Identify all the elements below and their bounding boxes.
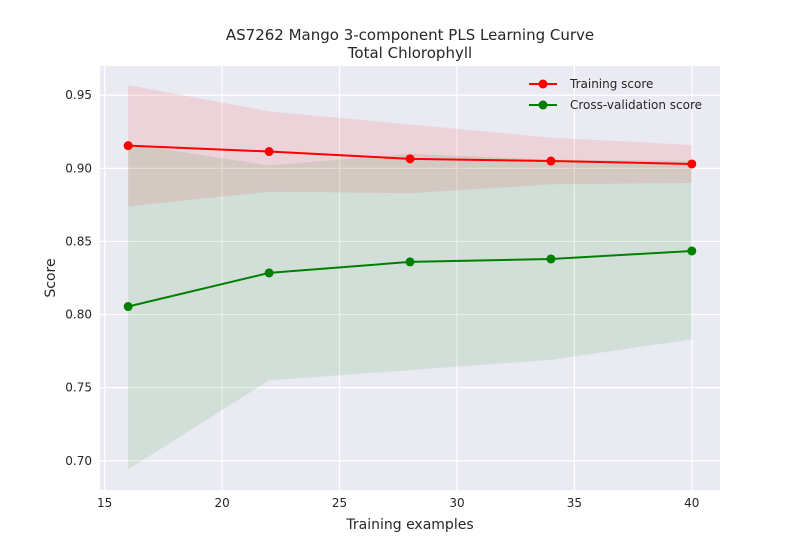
x-tick-label: 15: [97, 496, 112, 510]
point-series-1: [687, 246, 697, 256]
x-tick-label: 25: [332, 496, 347, 510]
legend-label-cv: Cross-validation score: [570, 98, 702, 112]
series-points: [123, 141, 697, 312]
plot-area: [100, 66, 720, 490]
x-tick-label: 20: [214, 496, 229, 510]
chart-title: AS7262 Mango 3-component PLS Learning Cu…: [226, 26, 594, 44]
chart-subtitle: Total Chlorophyll: [347, 44, 472, 62]
y-tick-label: 0.80: [65, 308, 92, 322]
y-tick-label: 0.70: [65, 454, 92, 468]
point-series-1: [264, 268, 274, 278]
band-series-1: [128, 143, 692, 470]
point-series-1: [123, 302, 133, 312]
y-tick-label: 0.75: [65, 381, 92, 395]
x-tick-label: 30: [449, 496, 464, 510]
y-tick-label: 0.90: [65, 161, 92, 175]
point-series-0: [546, 156, 556, 166]
y-tick-label: 0.95: [65, 88, 92, 102]
y-tick-label: 0.85: [65, 234, 92, 248]
x-tick-label: 35: [567, 496, 582, 510]
point-series-0: [264, 147, 274, 157]
point-series-0: [123, 141, 133, 151]
legend: Training score Cross-validation score: [529, 77, 702, 112]
score-bands: [128, 85, 692, 470]
x-axis-label: Training examples: [345, 517, 473, 533]
x-tick-label: 40: [684, 496, 699, 510]
legend-marker-cv: [538, 100, 548, 110]
point-series-1: [405, 257, 415, 267]
legend-label-training: Training score: [569, 77, 653, 91]
y-tick-labels: 0.70 0.75 0.80 0.85 0.90 0.95: [65, 88, 92, 468]
point-series-1: [546, 254, 556, 264]
point-series-0: [405, 154, 415, 164]
band-series-0: [128, 85, 692, 207]
x-tick-labels: 15 20 25 30 35 40: [97, 496, 699, 510]
point-series-0: [687, 159, 697, 169]
grid-lines: [100, 66, 720, 490]
y-axis-label: Score: [43, 258, 59, 297]
legend-marker-training: [538, 79, 548, 89]
